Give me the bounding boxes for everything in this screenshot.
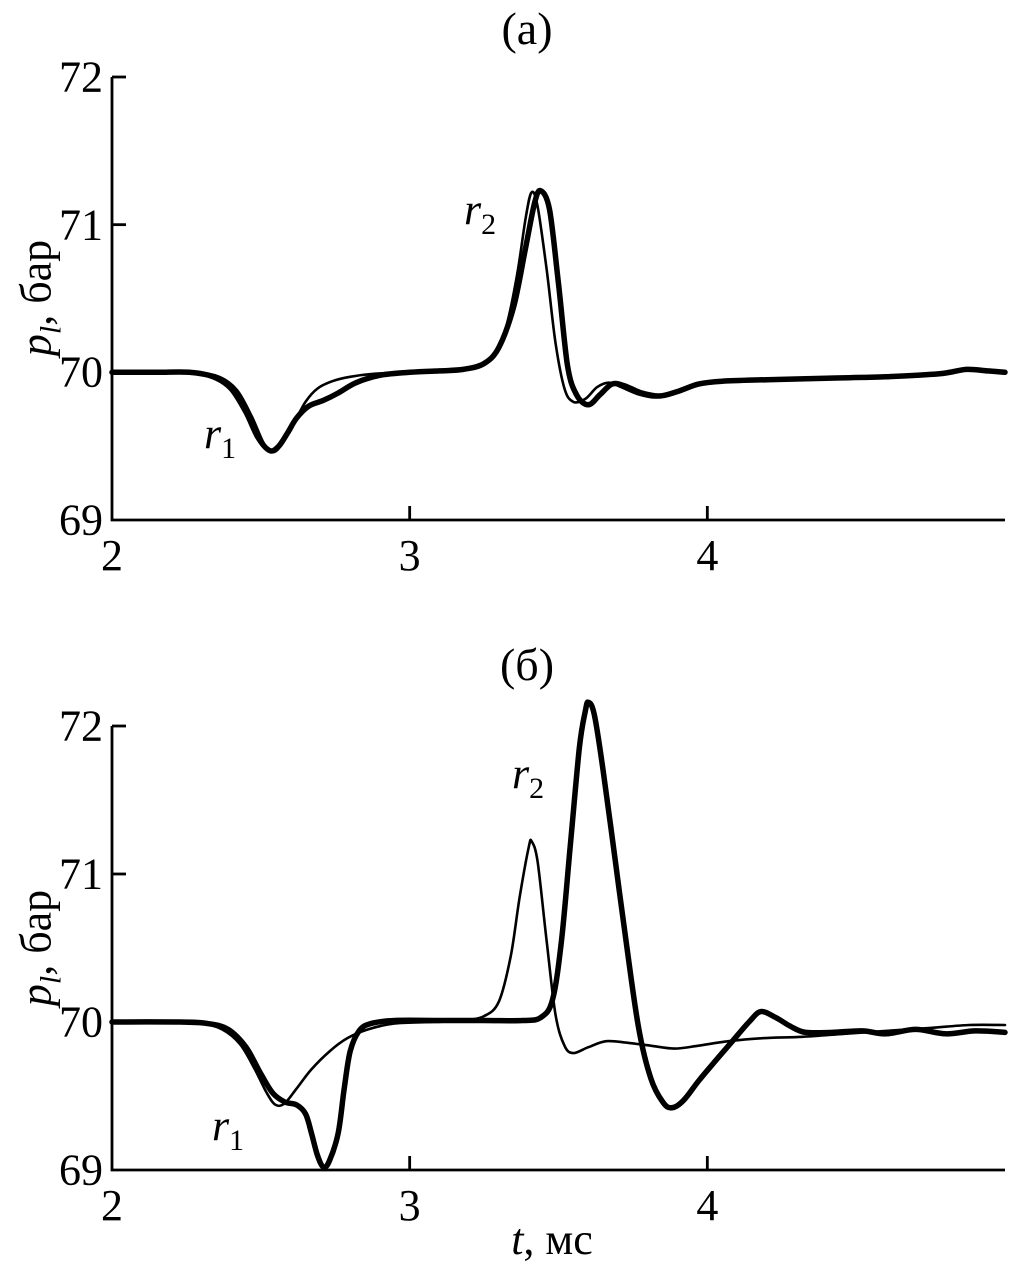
y-tick-label: 71 <box>59 849 103 899</box>
y-axis-label-b: pl, бар <box>11 889 68 1007</box>
y-axis-label-a: pl, бар <box>11 239 68 357</box>
y-axis-label-a-unit: , бар <box>11 239 61 326</box>
annotation-r1-a-subscript: 1 <box>221 431 237 465</box>
annotation-r1-b-symbol: r <box>212 1101 230 1150</box>
panel-a-title: (а) <box>501 3 553 54</box>
annotation-r1-b: r1 <box>212 1100 244 1155</box>
annotation-r1-b-subscript: 1 <box>229 1123 245 1157</box>
y-tick-label: 70 <box>59 347 103 397</box>
y-axis-label-b-subscript: l <box>34 975 68 985</box>
x-tick-label: 3 <box>398 531 421 580</box>
y-tick-label: 72 <box>59 52 103 102</box>
x-axis-label-symbol: t <box>511 1215 524 1264</box>
annotation-r1-a: r1 <box>204 408 236 463</box>
y-tick-label: 70 <box>59 997 103 1047</box>
y-tick-label: 69 <box>59 1145 103 1195</box>
curve-thick-panel-a <box>109 187 1008 454</box>
curve-thick-panel-b <box>109 699 1008 1171</box>
y-axis-label-b-unit: , бар <box>11 889 61 976</box>
y-tick-label: 71 <box>59 200 103 250</box>
y-axis-label-a-symbol: p <box>11 334 61 357</box>
annotation-r2-b-symbol: r <box>512 749 530 798</box>
annotation-r2-b: r2 <box>512 748 544 803</box>
annotation-r2-a: r2 <box>464 184 496 239</box>
y-axis-label-b-symbol: p <box>11 984 61 1007</box>
y-tick-label: 69 <box>59 495 103 545</box>
x-tick-label: 4 <box>696 531 719 580</box>
x-tick-label: 4 <box>696 1181 719 1230</box>
annotation-r2-a-subscript: 2 <box>481 207 497 241</box>
y-axis-label-a-subscript: l <box>34 325 68 335</box>
annotation-r2-a-symbol: r <box>464 185 482 234</box>
panel-b-title: (б) <box>499 639 555 690</box>
x-axis-label-unit: , мс <box>523 1215 593 1264</box>
x-tick-label: 2 <box>101 1181 123 1230</box>
annotation-r1-a-symbol: r <box>204 409 222 458</box>
x-tick-label: 3 <box>398 1181 421 1230</box>
y-tick-label: 72 <box>59 701 103 751</box>
annotation-r2-b-subscript: 2 <box>529 771 545 805</box>
x-axis-label: t, мс <box>511 1214 593 1265</box>
x-tick-label: 2 <box>101 531 123 580</box>
